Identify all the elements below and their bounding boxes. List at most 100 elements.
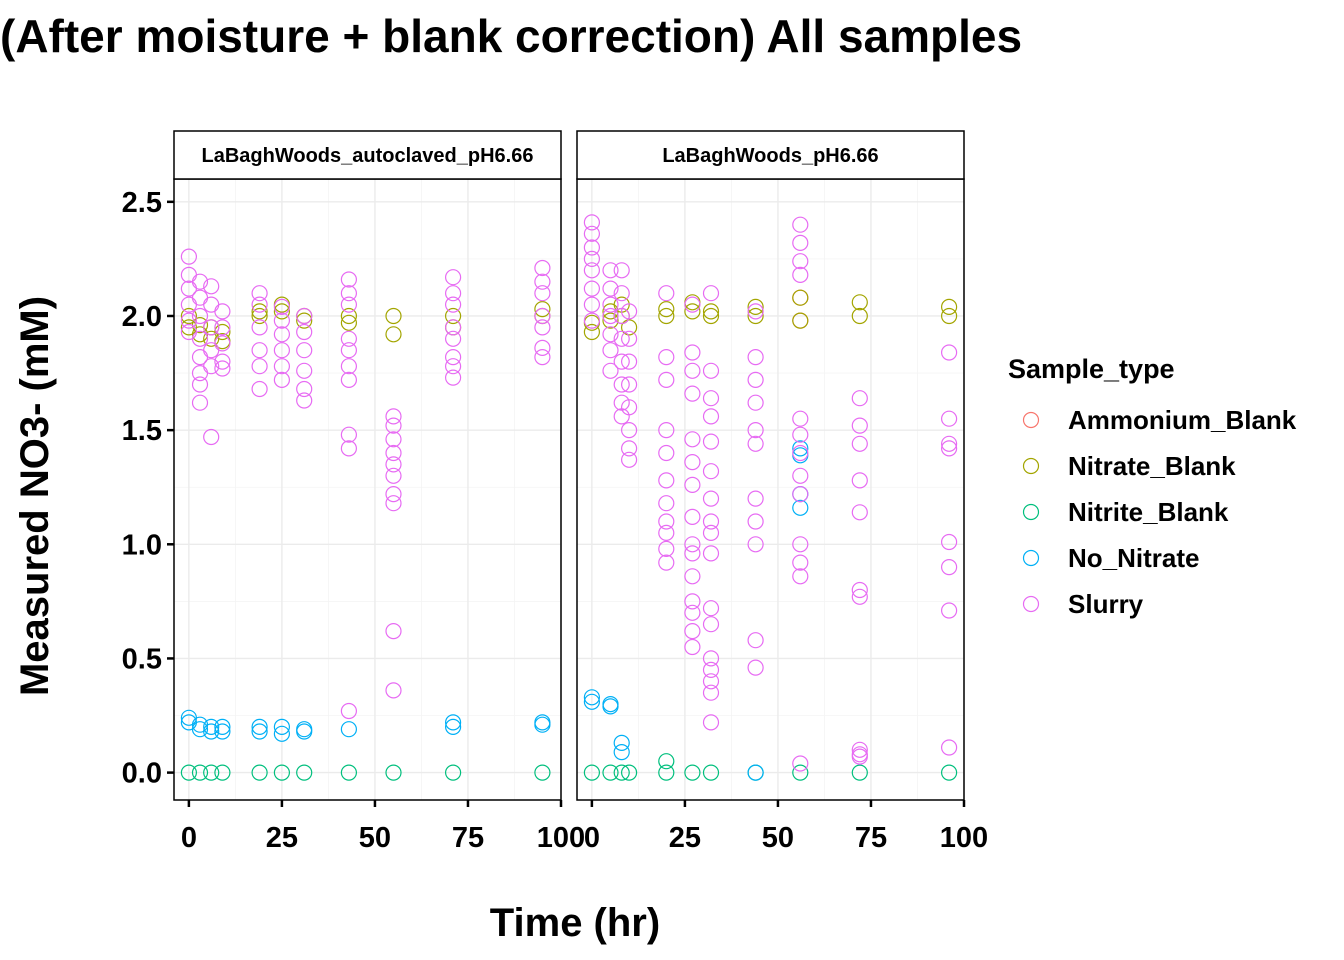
- point-slurry: [658, 285, 675, 302]
- point-slurry: [273, 358, 290, 375]
- legend-label-slurry: Slurry: [1068, 589, 1144, 619]
- point-nitrate-blank: [251, 303, 268, 320]
- point-slurry: [602, 307, 619, 325]
- point-no-nitrate: [340, 721, 357, 738]
- point-slurry: [851, 588, 868, 605]
- point-slurry: [684, 344, 701, 361]
- point-nitrate-blank: [445, 307, 462, 325]
- point-slurry: [583, 312, 601, 329]
- point-slurry: [702, 673, 720, 690]
- point-slurry: [191, 330, 209, 347]
- panel-border: [576, 178, 965, 801]
- point-slurry: [445, 319, 462, 336]
- point-slurry: [445, 296, 462, 313]
- point-slurry: [602, 326, 619, 343]
- point-slurry: [747, 513, 764, 530]
- point-slurry: [385, 408, 402, 425]
- point-slurry: [583, 239, 601, 256]
- point-slurry: [273, 342, 290, 359]
- point-no-nitrate: [273, 725, 290, 742]
- point-slurry: [747, 490, 764, 507]
- point-slurry: [340, 371, 357, 388]
- point-slurry: [385, 682, 402, 699]
- point-slurry: [792, 467, 809, 484]
- point-nitrate-blank: [180, 307, 197, 325]
- point-nitrite-blank: [203, 764, 220, 781]
- point-slurry: [602, 262, 619, 279]
- point-slurry: [203, 358, 220, 375]
- point-nitrite-blank: [620, 764, 638, 781]
- point-slurry: [684, 296, 701, 313]
- legend-key-nitrite-blank: [1022, 503, 1040, 521]
- point-slurry: [702, 463, 720, 480]
- point-slurry: [180, 312, 197, 329]
- point-slurry: [251, 358, 268, 375]
- legend-key-nitrate-blank: [1022, 457, 1040, 475]
- point-slurry: [658, 495, 675, 512]
- y-tick-label: 1.5: [122, 415, 162, 447]
- legend-label-ammonium-blank: Ammonium_Blank: [1068, 405, 1297, 435]
- x-tick-label: 25: [266, 822, 298, 854]
- point-nitrate-blank: [792, 289, 809, 306]
- point-slurry: [684, 454, 701, 471]
- point-slurry: [851, 390, 868, 407]
- panel-grid: [174, 179, 562, 800]
- point-slurry: [702, 661, 720, 679]
- point-nitrite-blank: [180, 764, 197, 781]
- point-slurry: [296, 307, 313, 325]
- point-slurry: [203, 319, 220, 336]
- x-tick-label: 100: [940, 822, 988, 854]
- x-tick-label: 0: [181, 822, 197, 854]
- point-slurry: [702, 600, 720, 617]
- legend-label-no-nitrate: No_Nitrate: [1068, 543, 1199, 573]
- point-slurry: [620, 303, 638, 320]
- point-slurry: [273, 298, 290, 315]
- point-slurry: [684, 604, 701, 621]
- point-slurry: [620, 440, 638, 457]
- point-slurry: [180, 248, 197, 265]
- point-nitrate-blank: [620, 319, 638, 336]
- point-slurry: [385, 467, 402, 484]
- point-nitrate-blank: [702, 307, 720, 325]
- point-nitrate-blank: [658, 301, 675, 318]
- point-slurry: [792, 253, 809, 270]
- x-tick-label: 25: [669, 822, 701, 854]
- point-slurry: [191, 307, 209, 325]
- point-slurry: [747, 435, 764, 452]
- point-slurry: [851, 417, 868, 434]
- point-slurry: [747, 632, 764, 649]
- point-slurry: [203, 278, 220, 295]
- point-slurry: [684, 476, 701, 493]
- point-nitrate-blank: [851, 294, 868, 311]
- point-slurry: [273, 326, 290, 343]
- point-no-nitrate: [296, 723, 313, 740]
- point-slurry: [851, 435, 868, 452]
- point-nitrite-blank: [340, 764, 357, 781]
- point-slurry: [340, 330, 357, 347]
- point-slurry: [620, 451, 638, 468]
- point-no-nitrate: [445, 718, 462, 736]
- point-slurry: [340, 285, 357, 302]
- point-no-nitrate: [445, 714, 462, 731]
- point-nitrate-blank: [747, 298, 764, 315]
- point-slurry: [296, 362, 313, 379]
- point-slurry: [940, 558, 958, 576]
- point-slurry: [658, 472, 675, 489]
- point-slurry: [340, 271, 357, 288]
- point-slurry: [684, 622, 701, 640]
- point-nitrate-blank: [602, 312, 619, 329]
- point-nitrate-blank: [534, 301, 551, 318]
- point-slurry: [534, 307, 551, 325]
- point-nitrate-blank: [273, 303, 290, 320]
- point-no-nitrate: [583, 693, 601, 710]
- point-no-nitrate: [203, 718, 220, 736]
- point-slurry: [620, 399, 638, 416]
- y-tick-label: 2.0: [122, 301, 162, 333]
- point-slurry: [747, 422, 764, 439]
- point-slurry: [445, 269, 462, 286]
- legend: Sample_type Ammonium_Blank Nitrate_Blank N…: [1008, 354, 1297, 619]
- point-no-nitrate: [613, 743, 630, 761]
- point-slurry: [534, 349, 551, 366]
- point-slurry: [702, 513, 720, 530]
- point-nitrite-blank: [658, 753, 675, 770]
